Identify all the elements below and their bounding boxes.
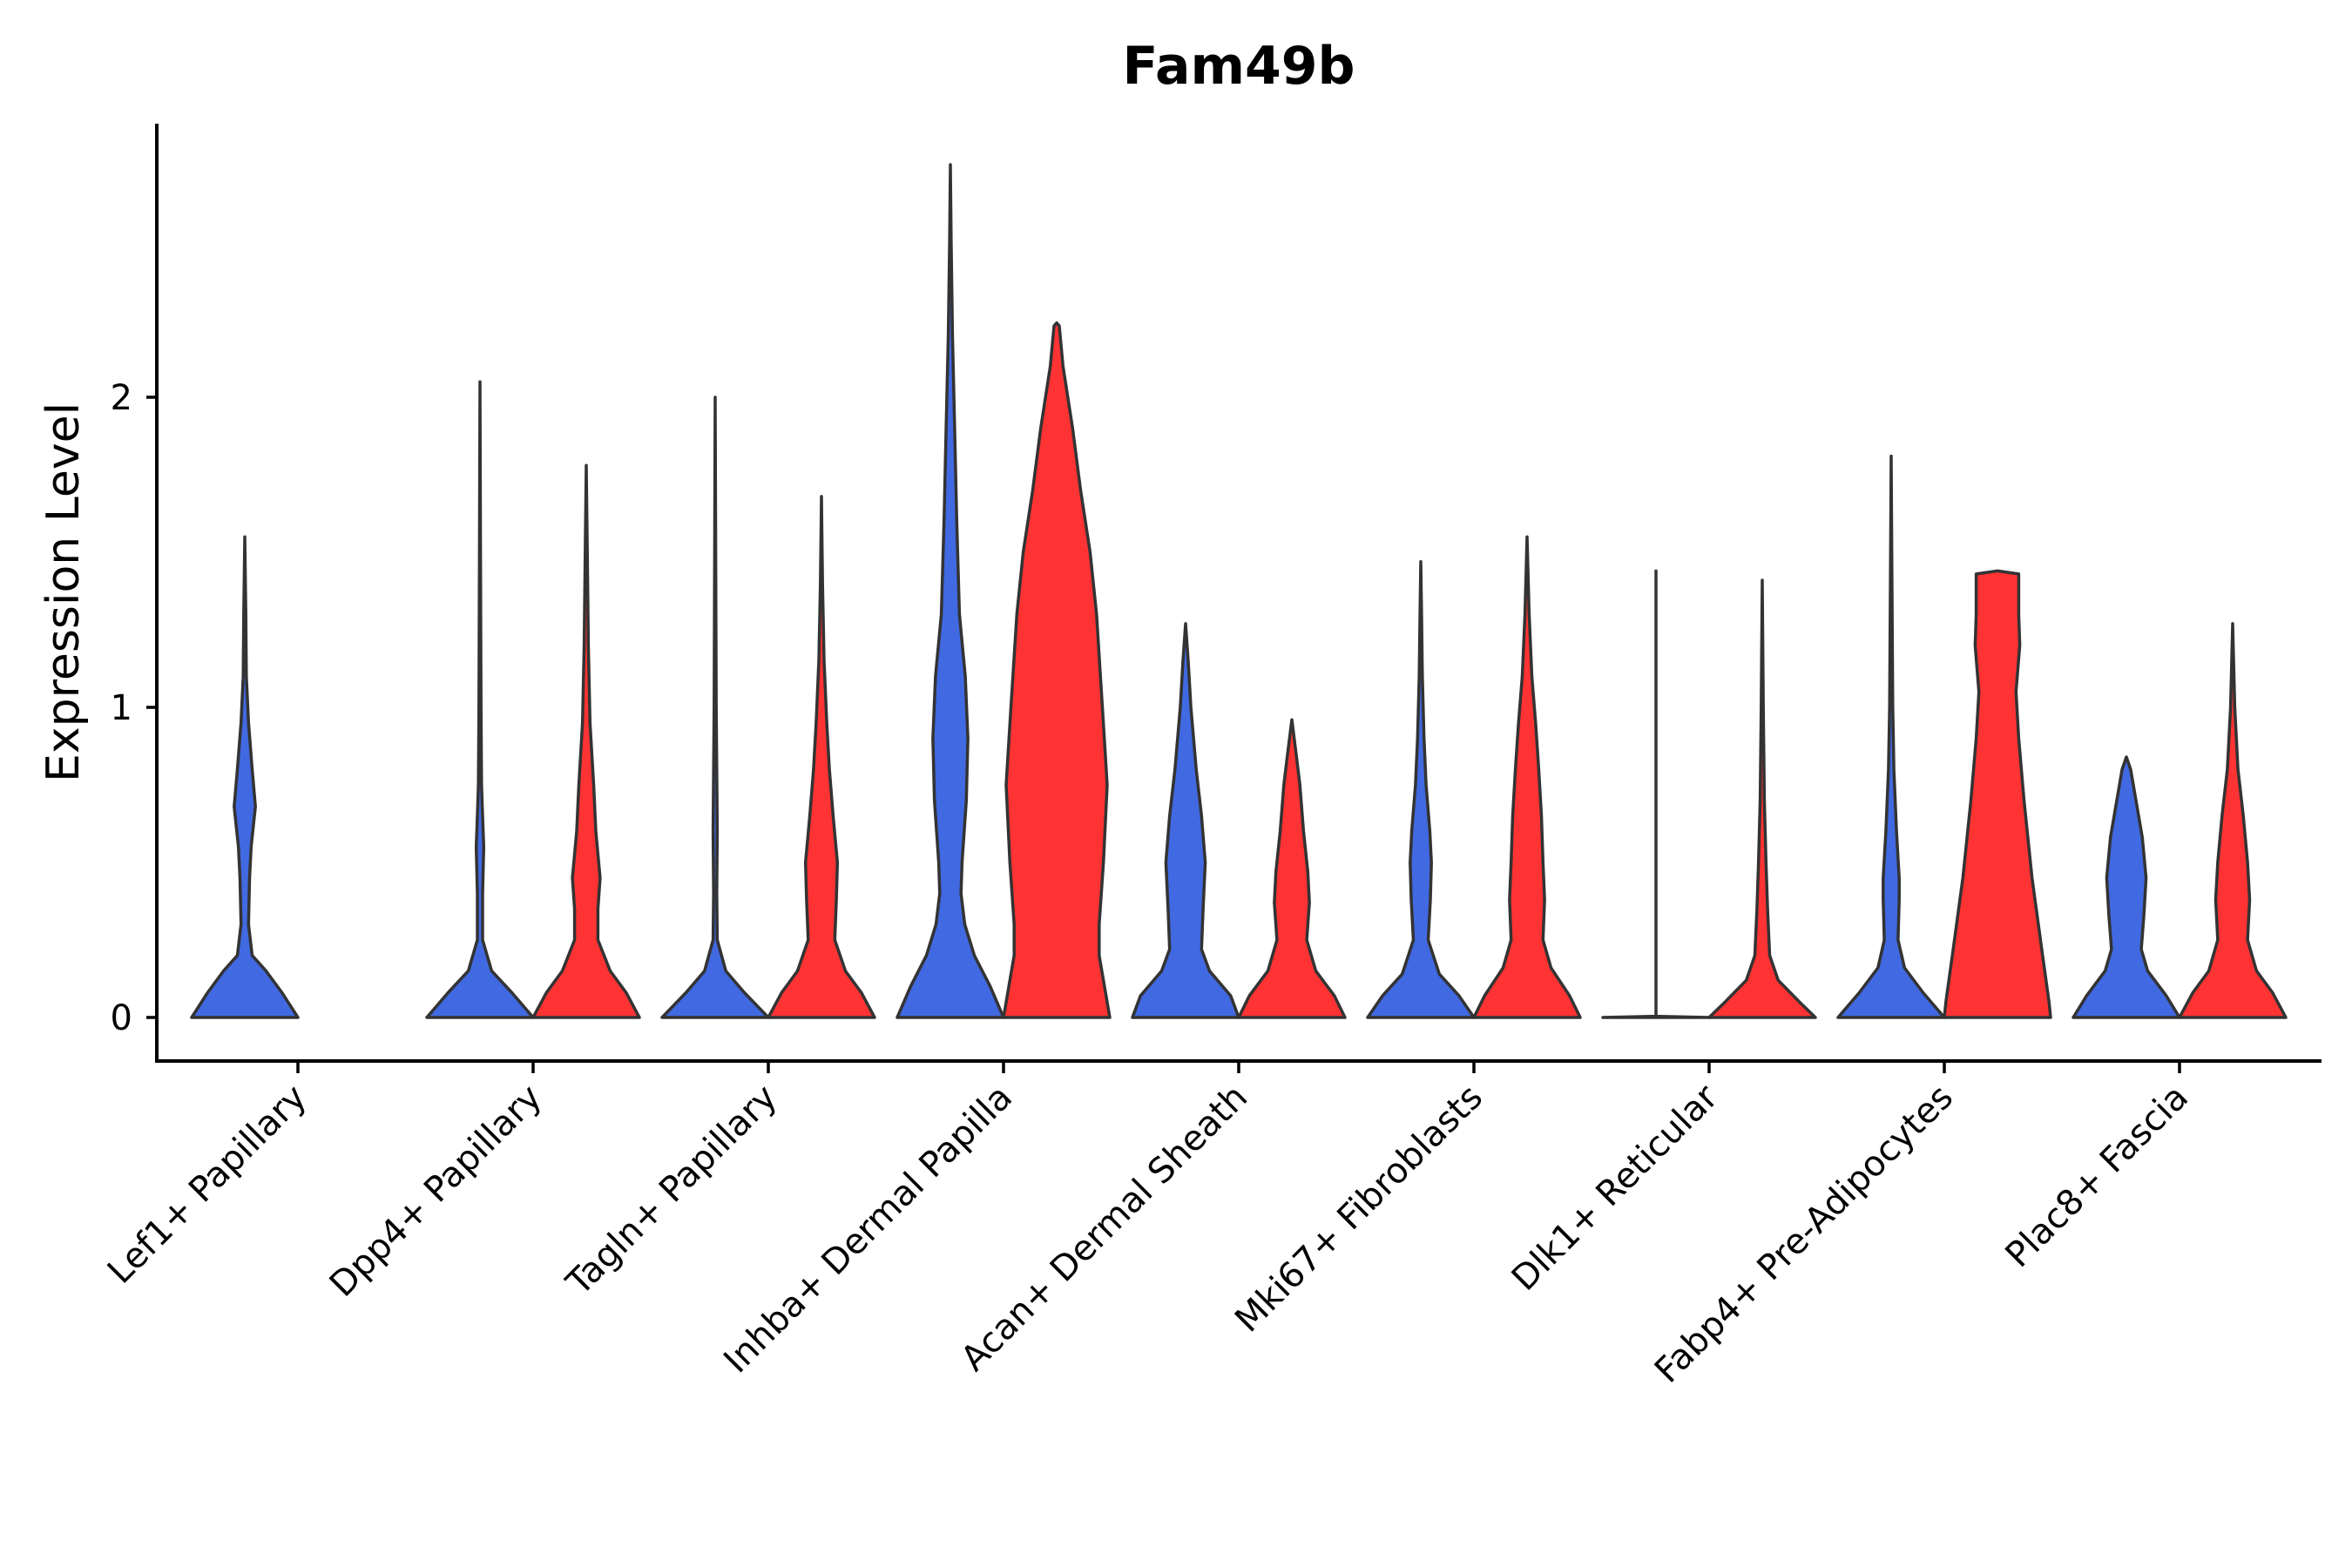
violin-inhba-dermal-papilla-group-1 [896,163,1005,1019]
y-tick-label: 2 [111,378,132,418]
violin-dlk1-reticular-group-2 [1707,578,1817,1019]
violin-dpp4-papillary-group-2 [531,463,641,1019]
violin-fabp4-pre-adipocytes-group-2 [1943,569,2052,1019]
x-tick-label: Mki67+ Fibroblasts [1227,1078,1490,1341]
violin-inhba-dermal-papilla-group-2 [1002,321,1112,1019]
x-tick-label: Dpp4+ Papillary [322,1078,550,1305]
y-axis-label: Expression Level [37,402,90,782]
y-tick-label: 0 [111,998,132,1038]
x-tick-label: Lef1+ Papillary [100,1078,314,1292]
x-tick-label: Plac8+ Fascia [1998,1078,2197,1276]
x-tick-label: Tagln+ Papillary [558,1078,785,1304]
violin-layer [190,163,2288,1019]
violin-tagln-papillary-group-2 [767,495,876,1019]
violin-plac8-fascia-group-2 [2178,622,2288,1019]
violin-plac8-fascia-group-1 [2072,755,2181,1019]
chart-title: Fam49b [1123,36,1355,97]
y-axis-ticks: 0 1 2 [111,378,157,1038]
violin-mki67-fibroblasts-group-1 [1366,559,1476,1019]
violin-dlk1-reticular-group-1 [1601,569,1711,1019]
x-axis-ticks: Lef1+ Papillary Dpp4+ Papillary Tagln+ Pap… [100,1061,2196,1391]
violin-dpp4-papillary-group-1 [425,380,535,1019]
violin-lef1-papillary-group-1 [190,535,300,1019]
violin-tagln-papillary-group-1 [660,395,770,1019]
x-tick-label: Dlk1+ Reticular [1504,1077,1727,1299]
y-tick-label: 1 [111,688,132,728]
violin-acan-dermal-sheath-group-2 [1237,718,1347,1019]
violin-fabp4-pre-adipocytes-group-1 [1836,454,1946,1019]
violin-mki67-fibroblasts-group-2 [1472,535,1582,1019]
violin-acan-dermal-sheath-group-1 [1131,622,1240,1019]
